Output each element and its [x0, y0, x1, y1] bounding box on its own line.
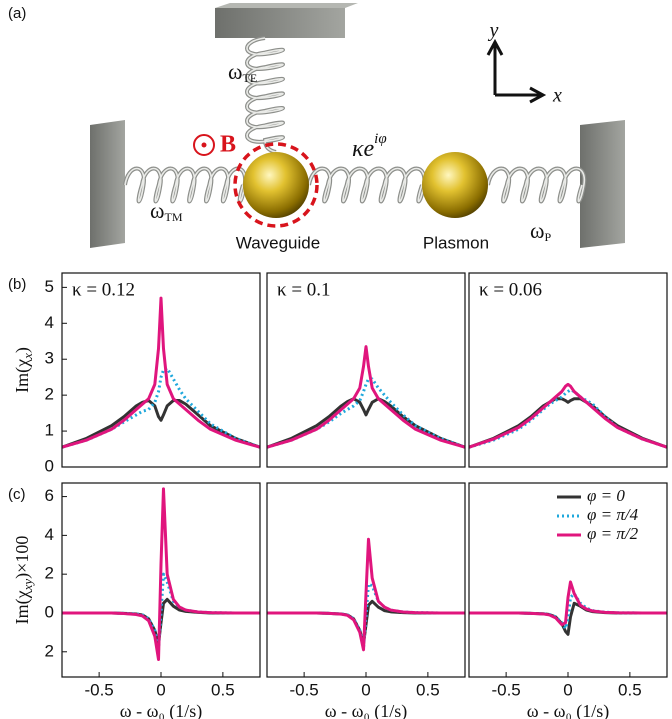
spring-highlight: [487, 167, 586, 203]
x-tick-label: 0: [563, 680, 572, 699]
omega-tm: ωTM: [150, 198, 183, 224]
diagram: (a) B ωTE κeiφ ωTM Waveguide Plasmon ωP …: [8, 3, 625, 252]
y-tick-label: 0: [45, 602, 54, 621]
kappa-annotation: κ = 0.12: [72, 279, 135, 300]
x-axis-label: ω - ω₀ (1/s): [325, 701, 407, 719]
plot-frame: [266, 482, 466, 678]
x-tick-label: 0.5: [618, 680, 642, 699]
waveguide-label: Waveguide: [236, 233, 320, 252]
series-line: [267, 345, 465, 449]
series-line: [267, 397, 465, 449]
plot-frame: [468, 272, 668, 468]
series-line: [267, 537, 465, 652]
chart-panel: 0 1 2 3 4 5 κ = 0.12 (b) Im(χx): [8, 272, 261, 475]
subscript: TM: [164, 210, 182, 224]
field-label: B: [220, 132, 236, 158]
plot-frame: [266, 272, 466, 468]
x-tick-label: 0: [156, 680, 165, 699]
label-sub: x: [20, 353, 35, 360]
plasmon-sphere: [422, 152, 488, 218]
series-line: [62, 366, 260, 449]
subscript: TE: [242, 71, 257, 85]
series-line: [469, 397, 667, 449]
y-tick-label: 4: [45, 313, 54, 332]
x-tick-label: 0.5: [416, 680, 440, 699]
series-line: [62, 296, 260, 449]
right-wall: [580, 120, 625, 248]
spring: [486, 166, 587, 204]
series-line: [62, 487, 260, 662]
symbol: ω: [530, 218, 544, 243]
top-wall: [215, 8, 345, 38]
top-wall-edge: [215, 3, 358, 8]
omega-te: ωTE: [228, 59, 257, 85]
symbol: ω: [150, 198, 164, 223]
y-tick-label: 3: [45, 349, 54, 368]
legend-label: φ = π/2: [587, 524, 639, 543]
label-text: Im(χ: [12, 590, 33, 624]
y-tick-label: 2: [45, 385, 54, 404]
plot-frame: [61, 482, 261, 678]
coupling: κeiφ: [352, 131, 387, 161]
label-sub: xy: [20, 579, 35, 592]
y-tick-label: 1: [45, 421, 54, 440]
label-tail: )×100: [12, 536, 33, 579]
waveguide-sphere: [243, 152, 309, 218]
series-line: [469, 388, 667, 449]
chart-panel: κ = 0.06: [468, 272, 668, 468]
label-text: Im(χ: [12, 359, 33, 393]
left-wall: [90, 120, 125, 248]
axis-y-label: y: [488, 20, 499, 42]
chart-panel: -0.5 0 0.5 ω - ω₀ (1/s) φ = 0φ = π/4φ = π/2: [468, 482, 668, 719]
spring-highlight: [124, 167, 246, 203]
panel-label: (a): [8, 5, 26, 22]
panel-label: (b): [8, 276, 26, 293]
dashed-circle: [233, 142, 319, 228]
kappa-annotation: κ = 0.06: [479, 279, 542, 300]
label-tail: ): [12, 347, 33, 353]
x-tick-label: -0.5: [491, 680, 520, 699]
plasmon-label: Plasmon: [423, 233, 489, 252]
y-tick-label: 4: [45, 525, 54, 544]
chart-panel: κ = 0.1: [266, 272, 466, 468]
y-tick-label: 6: [45, 486, 54, 505]
axis-x-label: x: [552, 85, 562, 107]
y-axis-label: Im(χx): [12, 347, 35, 393]
x-tick-label: 0.5: [211, 680, 235, 699]
legend-label: φ = 0: [587, 486, 625, 505]
series-line: [62, 399, 260, 449]
x-tick-label: -0.5: [84, 680, 113, 699]
y-tick-label: 2: [45, 564, 54, 583]
y-tick-label: 5: [45, 277, 54, 296]
omega-p: ωP: [530, 218, 551, 244]
plot-frame: [468, 482, 668, 678]
x-tick-label: 0: [361, 680, 370, 699]
x-tick-label: -0.5: [289, 680, 318, 699]
symbol: ω: [228, 59, 242, 84]
plot-frame: [61, 272, 261, 468]
spring-highlight: [308, 167, 426, 203]
field-symbol: [193, 134, 215, 156]
y-tick-label: 0: [45, 456, 54, 475]
y-tick-label: 2: [45, 641, 54, 660]
kappa-annotation: κ = 0.1: [277, 279, 331, 300]
series-line: [469, 382, 667, 449]
series-line: [469, 580, 667, 627]
legend-label: φ = π/4: [587, 505, 639, 524]
x-axis-label: ω - ω₀ (1/s): [527, 701, 609, 719]
panel-label: (c): [8, 486, 26, 503]
chart-panel: 2 0 2 4 6 -0.5 0 0.5 (c) ω - ω₀ (1/s) Im(χxy)×100: [8, 482, 261, 719]
spring-highlight: [246, 37, 284, 153]
field-dot: [201, 142, 207, 148]
axes-arrows: [486, 38, 547, 104]
base: κe: [352, 136, 375, 162]
chart-panel: -0.5 0 0.5 ω - ω₀ (1/s): [266, 482, 466, 719]
subscript: P: [544, 230, 551, 244]
x-axis-label: ω - ω₀ (1/s): [120, 701, 202, 719]
y-axis-label: Im(χxy)×100: [12, 536, 35, 625]
superscript: iφ: [374, 131, 386, 147]
